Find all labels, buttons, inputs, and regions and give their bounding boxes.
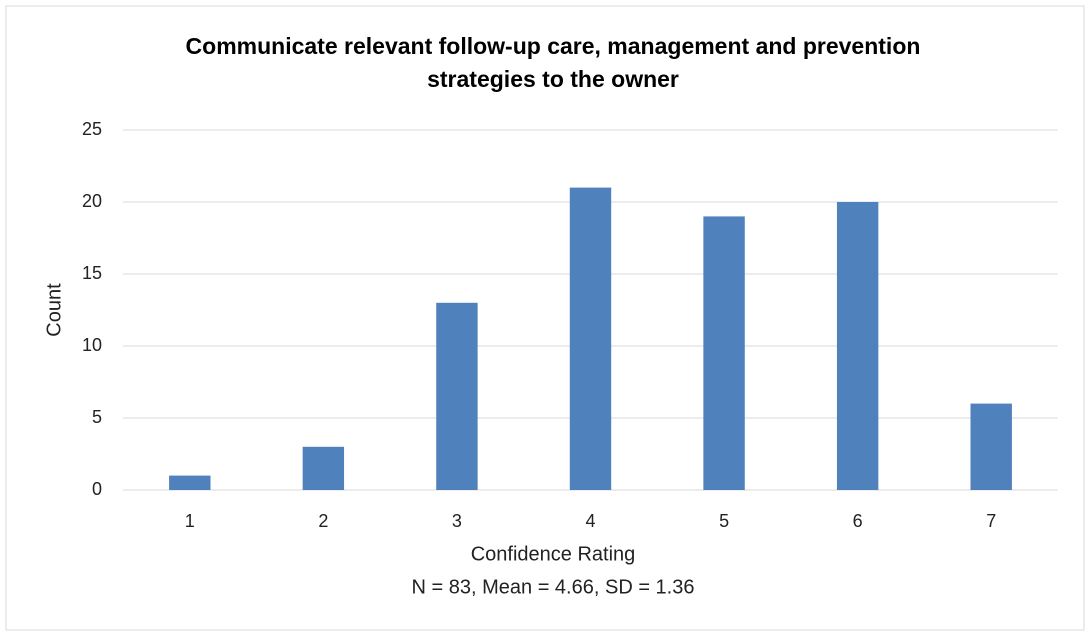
chart-title: Communicate relevant follow-up care, man… bbox=[185, 33, 921, 92]
x-tick-label: 5 bbox=[719, 511, 729, 531]
x-tick-label: 1 bbox=[185, 511, 195, 531]
y-tick-label: 10 bbox=[82, 335, 102, 355]
annotation: N = 83, Mean = 4.66, SD = 1.36 bbox=[412, 576, 695, 598]
x-tick-label: 6 bbox=[853, 511, 863, 531]
x-tick-label: 4 bbox=[585, 511, 595, 531]
bar bbox=[703, 216, 745, 490]
bar bbox=[302, 446, 345, 490]
bar bbox=[436, 302, 478, 490]
y-tick-label: 5 bbox=[92, 407, 102, 427]
x-tick-label: 2 bbox=[318, 511, 328, 531]
chart-border bbox=[5, 5, 1085, 631]
x-tick-label: 7 bbox=[986, 511, 996, 531]
y-axis-label: Count bbox=[43, 283, 65, 337]
x-tick-label: 3 bbox=[452, 511, 462, 531]
y-tick-label: 20 bbox=[82, 191, 102, 211]
bar bbox=[836, 202, 879, 490]
y-tick-label: 25 bbox=[82, 119, 102, 139]
y-tick-label: 15 bbox=[82, 263, 102, 283]
x-axis-label: Confidence Rating bbox=[471, 543, 636, 565]
bar bbox=[569, 187, 612, 490]
bar bbox=[970, 403, 1012, 490]
y-tick-label: 0 bbox=[92, 479, 102, 499]
bar bbox=[169, 475, 211, 490]
